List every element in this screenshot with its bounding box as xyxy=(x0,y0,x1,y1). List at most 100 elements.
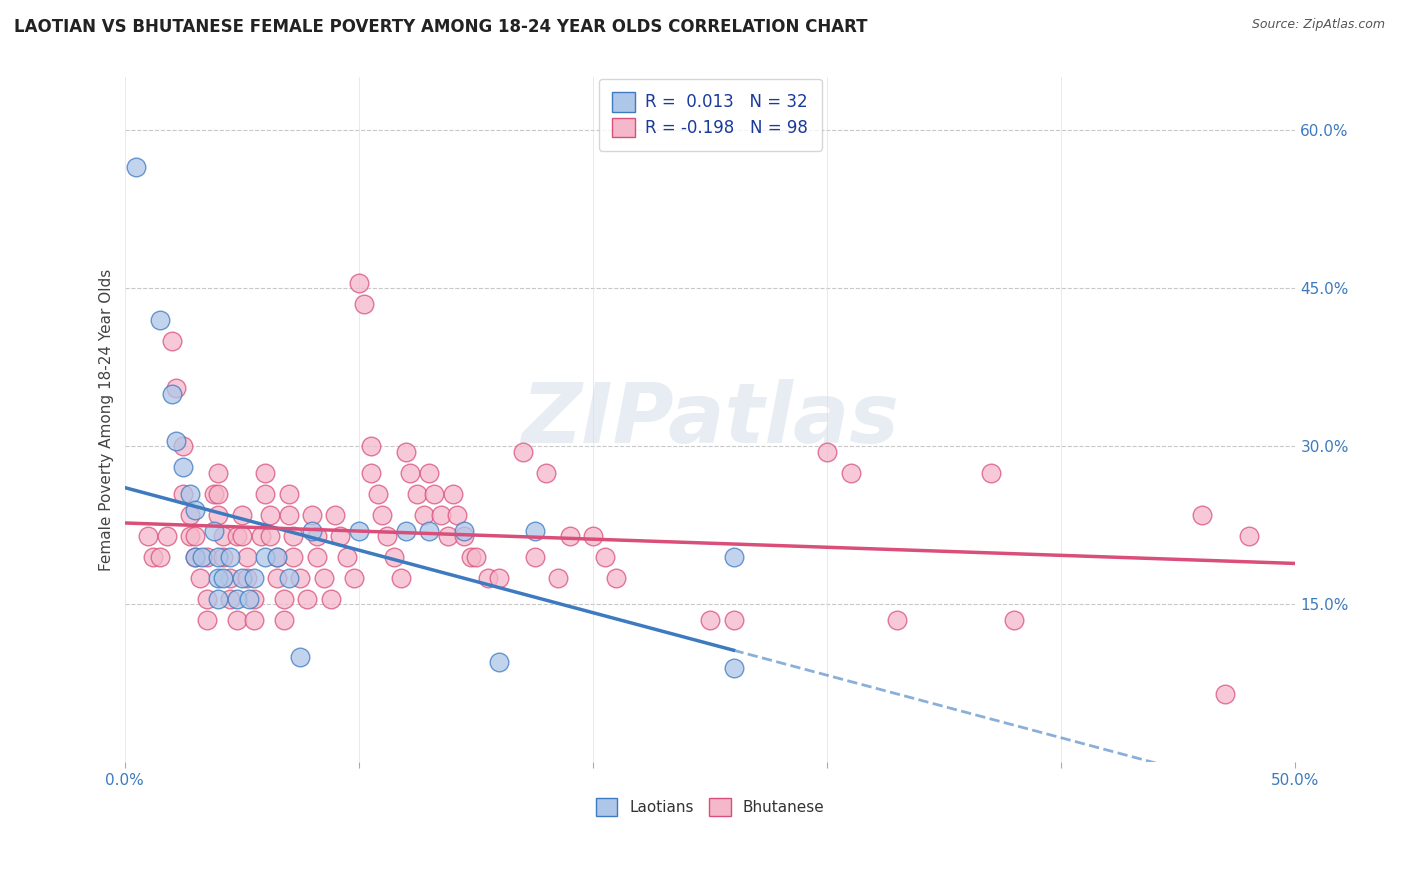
Point xyxy=(582,529,605,543)
Point xyxy=(430,508,453,522)
Point xyxy=(558,529,581,543)
Text: LAOTIAN VS BHUTANESE FEMALE POVERTY AMONG 18-24 YEAR OLDS CORRELATION CHART: LAOTIAN VS BHUTANESE FEMALE POVERTY AMON… xyxy=(14,18,868,36)
Point xyxy=(207,466,229,480)
Point xyxy=(371,508,394,522)
Point xyxy=(207,592,229,607)
Point xyxy=(534,466,557,480)
Point xyxy=(290,650,312,665)
Point xyxy=(360,439,382,453)
Point xyxy=(723,660,745,674)
Point xyxy=(886,613,908,627)
Point xyxy=(231,529,253,543)
Point xyxy=(172,460,194,475)
Point xyxy=(179,486,201,500)
Y-axis label: Female Poverty Among 18-24 Year Olds: Female Poverty Among 18-24 Year Olds xyxy=(100,268,114,571)
Point xyxy=(367,486,389,500)
Point xyxy=(523,524,546,538)
Point xyxy=(441,486,464,500)
Point xyxy=(413,508,436,522)
Point xyxy=(266,549,288,564)
Point xyxy=(283,529,305,543)
Point xyxy=(360,466,382,480)
Point xyxy=(172,486,194,500)
Point xyxy=(184,502,207,516)
Point xyxy=(336,549,359,564)
Point xyxy=(165,434,187,448)
Point xyxy=(156,529,179,543)
Point xyxy=(212,549,235,564)
Legend: Laotians, Bhutanese: Laotians, Bhutanese xyxy=(588,790,832,823)
Point xyxy=(312,571,335,585)
Point xyxy=(297,592,319,607)
Point xyxy=(179,529,201,543)
Point xyxy=(1237,529,1260,543)
Point xyxy=(184,549,207,564)
Point xyxy=(512,444,534,458)
Point xyxy=(136,529,159,543)
Point xyxy=(266,549,288,564)
Point xyxy=(188,571,211,585)
Point xyxy=(277,486,299,500)
Point xyxy=(226,613,249,627)
Point xyxy=(343,571,366,585)
Point xyxy=(980,466,1002,480)
Point xyxy=(325,508,347,522)
Point xyxy=(231,508,253,522)
Point xyxy=(723,549,745,564)
Point xyxy=(226,592,249,607)
Point xyxy=(699,613,721,627)
Point xyxy=(142,549,165,564)
Point xyxy=(319,592,342,607)
Point xyxy=(547,571,569,585)
Point xyxy=(488,656,510,670)
Point xyxy=(305,549,328,564)
Point xyxy=(202,486,225,500)
Point xyxy=(207,571,229,585)
Point xyxy=(446,508,468,522)
Point xyxy=(249,529,271,543)
Point xyxy=(418,524,440,538)
Point xyxy=(235,571,257,585)
Point xyxy=(523,549,546,564)
Point xyxy=(723,613,745,627)
Point xyxy=(195,592,218,607)
Point xyxy=(207,486,229,500)
Point xyxy=(238,592,260,607)
Point xyxy=(347,276,370,290)
Point xyxy=(605,571,627,585)
Point xyxy=(149,313,172,327)
Point xyxy=(283,549,305,564)
Point xyxy=(423,486,446,500)
Point xyxy=(254,466,277,480)
Point xyxy=(1191,508,1213,522)
Point xyxy=(195,549,218,564)
Point xyxy=(815,444,838,458)
Point xyxy=(290,571,312,585)
Point xyxy=(418,466,440,480)
Point xyxy=(235,549,257,564)
Point xyxy=(160,386,183,401)
Point xyxy=(165,381,187,395)
Point xyxy=(437,529,460,543)
Point xyxy=(242,571,264,585)
Point xyxy=(149,549,172,564)
Point xyxy=(593,549,616,564)
Point xyxy=(259,529,281,543)
Point xyxy=(477,571,499,585)
Point xyxy=(329,529,352,543)
Point xyxy=(301,508,323,522)
Point xyxy=(399,466,422,480)
Point xyxy=(207,508,229,522)
Point xyxy=(353,297,375,311)
Point xyxy=(179,508,201,522)
Point xyxy=(212,529,235,543)
Point xyxy=(1213,687,1236,701)
Point xyxy=(453,524,475,538)
Point xyxy=(184,549,207,564)
Point xyxy=(231,571,253,585)
Point xyxy=(273,613,295,627)
Point xyxy=(395,444,418,458)
Point xyxy=(202,524,225,538)
Point xyxy=(172,439,194,453)
Point xyxy=(212,571,235,585)
